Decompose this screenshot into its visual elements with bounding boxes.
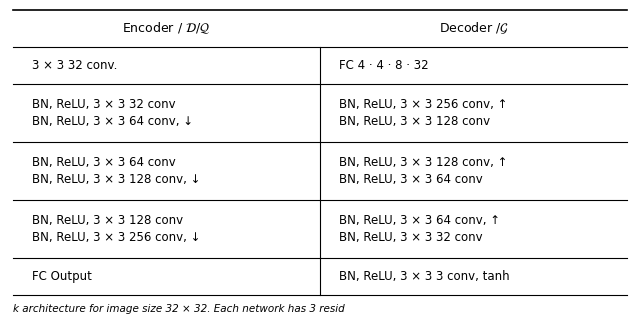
Text: BN, ReLU, 3 × 3 64 conv, ↑
BN, ReLU, 3 × 3 32 conv: BN, ReLU, 3 × 3 64 conv, ↑ BN, ReLU, 3 ×…	[339, 214, 500, 243]
Text: FC 4 · 4 · 8 · 32: FC 4 · 4 · 8 · 32	[339, 59, 429, 72]
Text: Decoder /$\mathcal{G}$: Decoder /$\mathcal{G}$	[438, 20, 509, 36]
Text: BN, ReLU, 3 × 3 256 conv, ↑
BN, ReLU, 3 × 3 128 conv: BN, ReLU, 3 × 3 256 conv, ↑ BN, ReLU, 3 …	[339, 98, 508, 128]
Text: FC Output: FC Output	[32, 270, 92, 283]
Text: BN, ReLU, 3 × 3 128 conv
BN, ReLU, 3 × 3 256 conv, ↓: BN, ReLU, 3 × 3 128 conv BN, ReLU, 3 × 3…	[32, 214, 200, 243]
Text: Encoder / $\mathcal{D}$/$\mathcal{Q}$: Encoder / $\mathcal{D}$/$\mathcal{Q}$	[122, 20, 211, 36]
Text: BN, ReLU, 3 × 3 128 conv, ↑
BN, ReLU, 3 × 3 64 conv: BN, ReLU, 3 × 3 128 conv, ↑ BN, ReLU, 3 …	[339, 156, 508, 186]
Text: BN, ReLU, 3 × 3 32 conv
BN, ReLU, 3 × 3 64 conv, ↓: BN, ReLU, 3 × 3 32 conv BN, ReLU, 3 × 3 …	[32, 98, 193, 128]
Text: k architecture for image size 32 × 32. Each network has 3 resid: k architecture for image size 32 × 32. E…	[13, 304, 344, 314]
Text: 3 × 3 32 conv.: 3 × 3 32 conv.	[32, 59, 117, 72]
Text: BN, ReLU, 3 × 3 64 conv
BN, ReLU, 3 × 3 128 conv, ↓: BN, ReLU, 3 × 3 64 conv BN, ReLU, 3 × 3 …	[32, 156, 200, 186]
Text: BN, ReLU, 3 × 3 3 conv, tanh: BN, ReLU, 3 × 3 3 conv, tanh	[339, 270, 510, 283]
